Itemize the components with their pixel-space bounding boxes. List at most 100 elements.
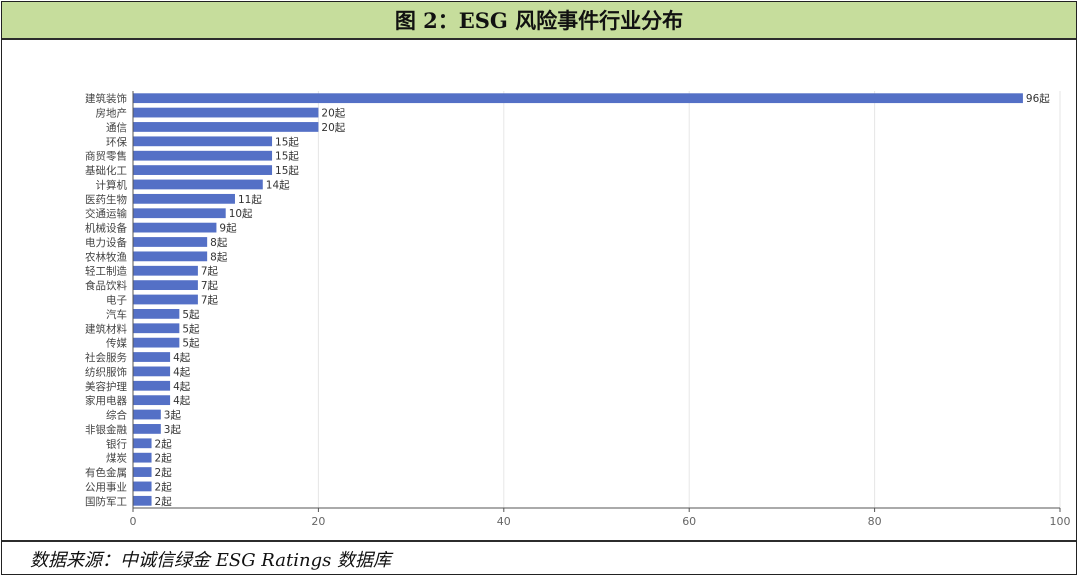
x-tick-label: 0 bbox=[130, 515, 137, 528]
data-label: 20起 bbox=[321, 108, 345, 120]
data-label: 15起 bbox=[275, 136, 299, 148]
bar bbox=[133, 93, 1023, 104]
category-label: 煤炭 bbox=[106, 452, 127, 465]
source-bar: 数据来源：中诚信绿金 ESG Ratings 数据库 bbox=[2, 540, 1076, 576]
category-label: 房地产 bbox=[96, 107, 128, 120]
category-label: 综合 bbox=[106, 409, 127, 422]
category-label: 基础化工 bbox=[85, 164, 127, 177]
data-label: 5起 bbox=[182, 323, 200, 335]
data-label: 7起 bbox=[201, 266, 219, 278]
x-tick-label: 40 bbox=[497, 515, 511, 528]
category-label: 美容护理 bbox=[85, 380, 127, 393]
data-label: 15起 bbox=[275, 165, 299, 177]
category-label: 公用事业 bbox=[85, 480, 127, 493]
data-label: 8起 bbox=[210, 237, 228, 249]
bar bbox=[133, 208, 226, 219]
bar bbox=[133, 193, 235, 204]
bar bbox=[133, 395, 171, 406]
bar bbox=[133, 481, 152, 492]
data-label: 2起 bbox=[155, 467, 173, 479]
category-label: 建筑装饰 bbox=[85, 92, 127, 105]
data-label: 7起 bbox=[201, 280, 219, 292]
category-label: 银行 bbox=[106, 437, 127, 450]
bar bbox=[133, 380, 171, 391]
data-label: 96起 bbox=[1026, 93, 1050, 105]
category-label: 电子 bbox=[106, 294, 127, 307]
bar bbox=[133, 352, 171, 362]
bar bbox=[133, 366, 171, 377]
data-label: 4起 bbox=[173, 352, 191, 364]
bar bbox=[133, 438, 152, 449]
data-label: 5起 bbox=[182, 338, 200, 350]
x-tick-label: 100 bbox=[1050, 515, 1071, 528]
bar bbox=[133, 452, 152, 463]
category-label: 商贸零售 bbox=[85, 150, 127, 163]
data-label: 7起 bbox=[201, 295, 219, 307]
data-label: 14起 bbox=[266, 179, 290, 191]
bar bbox=[133, 495, 152, 506]
category-label: 医药生物 bbox=[85, 193, 127, 206]
bar bbox=[133, 424, 161, 434]
data-label: 15起 bbox=[275, 151, 299, 163]
data-label: 4起 bbox=[173, 366, 191, 378]
x-tick-label: 20 bbox=[311, 515, 325, 528]
data-label: 3起 bbox=[164, 424, 182, 436]
bar bbox=[133, 294, 198, 305]
data-label: 2起 bbox=[155, 438, 173, 450]
bar bbox=[133, 107, 319, 118]
data-label: 11起 bbox=[238, 194, 262, 206]
category-label: 通信 bbox=[106, 122, 127, 134]
bar bbox=[133, 308, 180, 319]
data-label: 2起 bbox=[155, 453, 173, 465]
bar bbox=[133, 222, 217, 233]
bar bbox=[133, 323, 180, 334]
bar bbox=[133, 179, 263, 190]
data-label: 2起 bbox=[155, 481, 173, 493]
data-label: 4起 bbox=[173, 381, 191, 393]
bar bbox=[133, 237, 208, 247]
source-note: 数据来源：中诚信绿金 ESG Ratings 数据库 bbox=[30, 550, 392, 571]
bar bbox=[133, 165, 273, 175]
category-label: 计算机 bbox=[96, 178, 128, 191]
data-label: 3起 bbox=[164, 410, 182, 422]
x-tick-label: 60 bbox=[682, 515, 696, 528]
data-label: 8起 bbox=[210, 251, 228, 263]
category-label: 农林牧渔 bbox=[85, 250, 127, 263]
data-label: 20起 bbox=[321, 122, 345, 134]
category-label: 环保 bbox=[106, 135, 127, 148]
bar bbox=[133, 150, 273, 161]
bar bbox=[133, 467, 152, 477]
data-label: 5起 bbox=[182, 309, 200, 321]
bar bbox=[133, 265, 198, 276]
category-label: 轻工制造 bbox=[85, 265, 127, 278]
category-label: 国防军工 bbox=[85, 495, 127, 508]
data-label: 4起 bbox=[173, 395, 191, 407]
category-label: 家用电器 bbox=[85, 394, 127, 407]
category-label: 纺织服饰 bbox=[85, 365, 127, 378]
data-label: 2起 bbox=[155, 496, 173, 508]
x-tick-label: 80 bbox=[868, 515, 882, 528]
category-label: 有色金属 bbox=[85, 466, 127, 479]
bar bbox=[133, 337, 180, 348]
category-label: 交通运输 bbox=[85, 207, 127, 220]
category-label: 社会服务 bbox=[85, 351, 127, 364]
bar bbox=[133, 136, 273, 147]
title-bar: 图 2：ESG 风险事件行业分布 bbox=[2, 2, 1076, 40]
category-label: 非银金融 bbox=[85, 423, 127, 436]
data-label: 10起 bbox=[229, 208, 253, 220]
category-label: 传媒 bbox=[106, 337, 127, 350]
bar bbox=[133, 280, 198, 291]
data-label: 9起 bbox=[219, 223, 237, 235]
chart-title: 图 2：ESG 风险事件行业分布 bbox=[394, 8, 684, 33]
category-label: 建筑材料 bbox=[85, 322, 127, 335]
bar bbox=[133, 409, 161, 420]
category-label: 机械设备 bbox=[85, 222, 127, 235]
category-label: 汽车 bbox=[106, 308, 127, 321]
chart-area: 建筑装饰 96起 房地产 20起 通信 20起 环保 15起 商贸零售 15起 基础化工 15起 计算机… bbox=[2, 40, 1078, 540]
category-label: 食品饮料 bbox=[85, 279, 127, 292]
category-label: 电力设备 bbox=[85, 236, 127, 249]
bar bbox=[133, 251, 208, 262]
bar bbox=[133, 122, 319, 132]
